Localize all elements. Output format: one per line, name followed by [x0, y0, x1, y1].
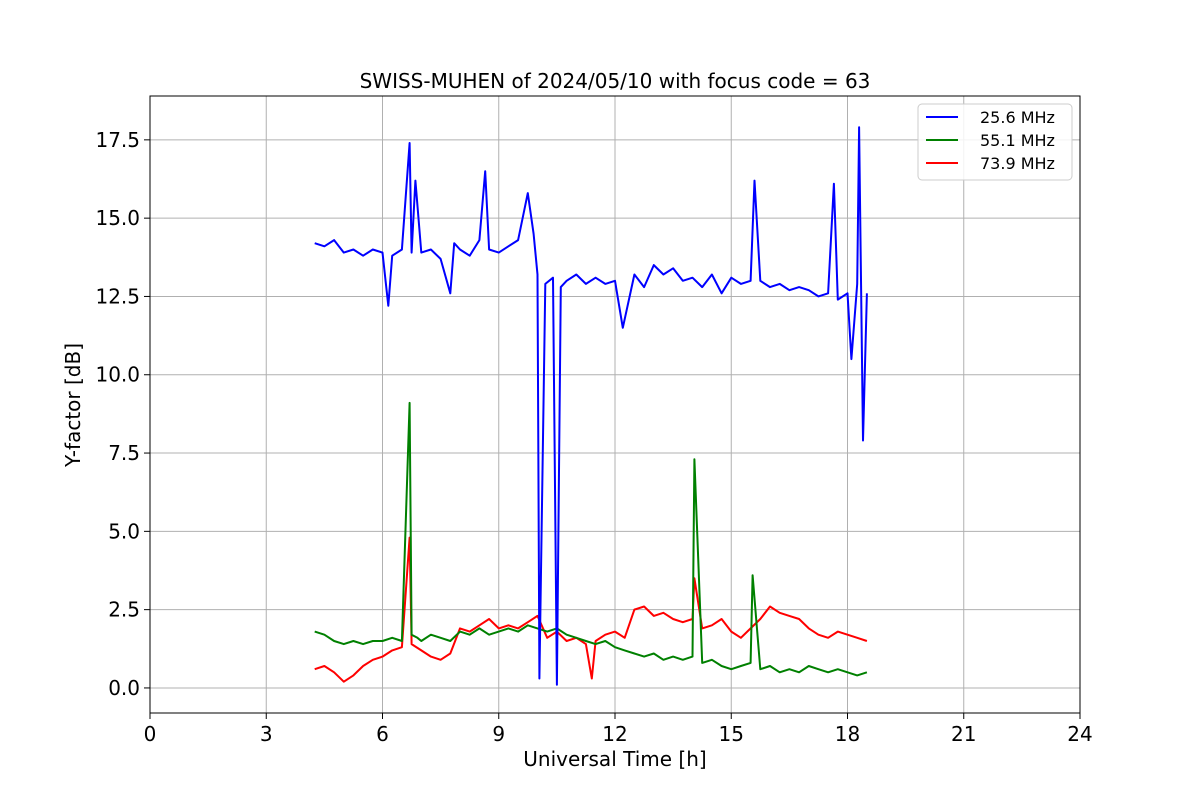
legend-label-2: 73.9 MHz	[980, 154, 1055, 173]
chart-title: SWISS-MUHEN of 2024/05/10 with focus cod…	[360, 69, 871, 93]
x-tick-label: 3	[260, 722, 273, 746]
legend-label-0: 25.6 MHz	[980, 108, 1055, 127]
y-tick-label: 0.0	[108, 676, 140, 700]
axis-ticks: 0 3 6 9 12 15 18 21 24 0.0 2.5 5.0 7.5 10.0 12.5 15.0 17…	[95, 128, 1092, 746]
series-group	[314, 126, 868, 686]
series-line-0	[314, 126, 868, 686]
x-tick-label: 21	[951, 722, 976, 746]
x-tick-label: 9	[492, 722, 505, 746]
legend: 25.6 MHz 55.1 MHz 73.9 MHz	[917, 103, 1073, 181]
x-tick-label: 12	[602, 722, 627, 746]
y-tick-label: 10.0	[95, 363, 140, 387]
y-tick-label: 7.5	[108, 441, 140, 465]
x-tick-label: 18	[835, 722, 860, 746]
y-axis-label: Y-factor [dB]	[61, 343, 85, 468]
x-axis-label: Universal Time [h]	[523, 747, 706, 771]
legend-box	[917, 103, 1073, 181]
y-tick-label: 12.5	[95, 284, 140, 308]
legend-label-1: 55.1 MHz	[980, 131, 1055, 150]
y-tick-label: 2.5	[108, 598, 140, 622]
x-tick-label: 0	[144, 722, 157, 746]
x-tick-label: 24	[1067, 722, 1092, 746]
y-tick-label: 17.5	[95, 128, 140, 152]
series-line-2	[314, 536, 868, 683]
y-tick-label: 5.0	[108, 519, 140, 543]
x-tick-label: 6	[376, 722, 389, 746]
x-tick-label: 15	[719, 722, 744, 746]
y-tick-label: 15.0	[95, 206, 140, 230]
series-line-1	[314, 401, 868, 677]
